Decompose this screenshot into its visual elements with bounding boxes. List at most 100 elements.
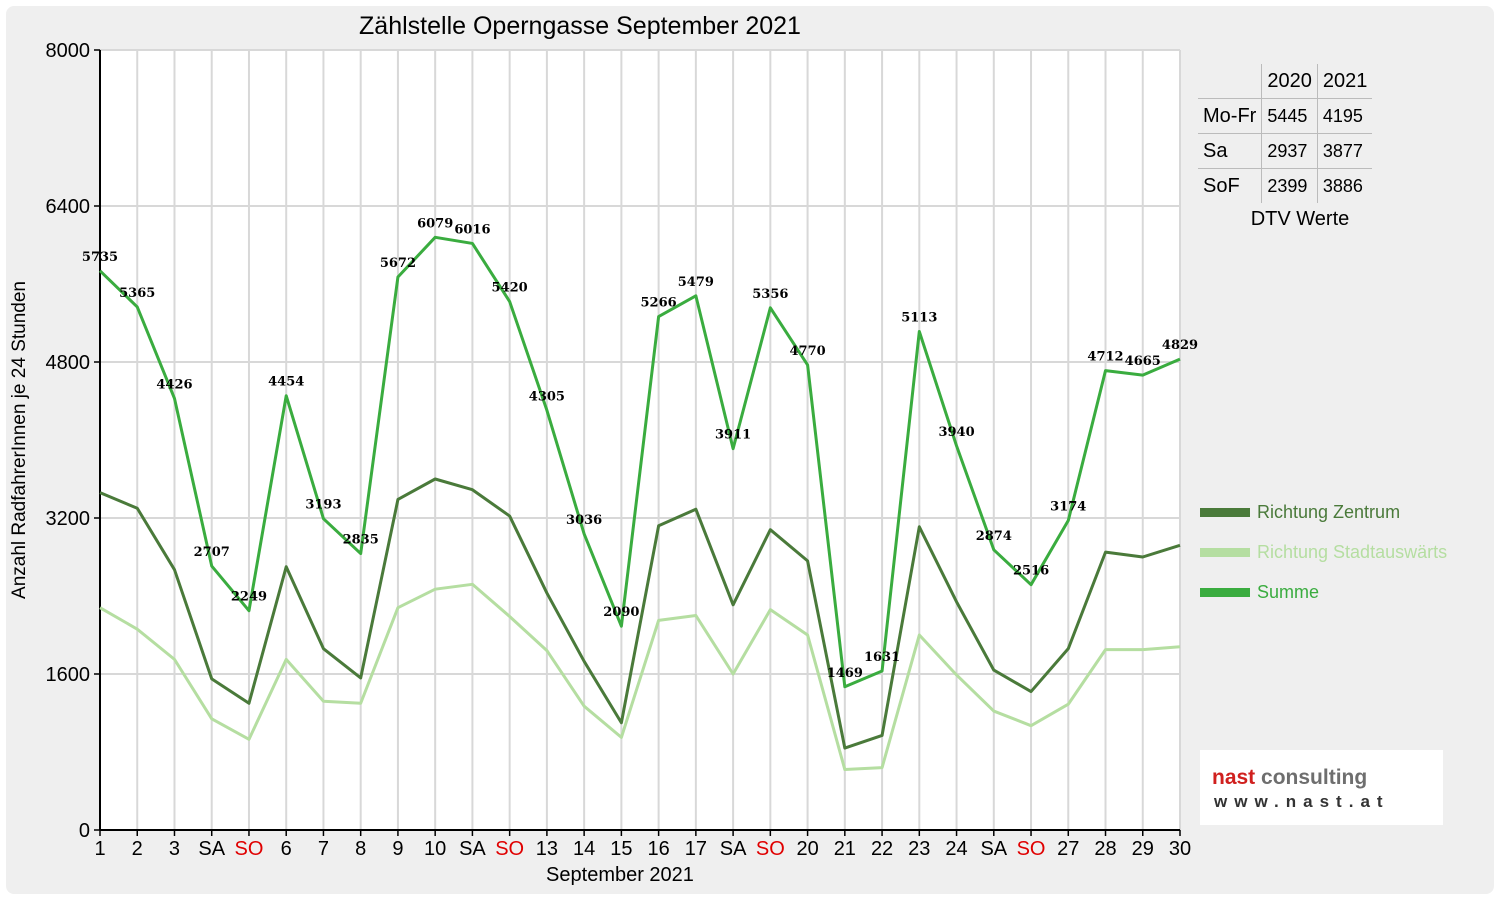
dtv-row-label: Mo-Fr xyxy=(1198,98,1263,134)
dtv-value-2020: 2937 xyxy=(1261,133,1318,169)
data-label: 3174 xyxy=(1050,500,1086,515)
data-label: 5735 xyxy=(82,250,118,265)
data-label: 6079 xyxy=(417,216,453,231)
dtv-table: 2020 2021 Mo-Fr 5445 4195 Sa 2937 3877 S… xyxy=(1198,64,1373,203)
legend-swatch-zentrum xyxy=(1200,507,1250,517)
data-label: 4665 xyxy=(1125,354,1161,369)
x-tick-label: 17 xyxy=(685,838,707,860)
x-tick-label: 9 xyxy=(392,838,403,860)
logo-word-nast: nast xyxy=(1212,766,1256,789)
dtv-header-empty xyxy=(1198,64,1263,99)
legend-label-stadtauswaerts: Richtung Stadtauswärts xyxy=(1257,541,1448,562)
data-label: 5365 xyxy=(119,286,155,301)
nast-consulting-logo: nast consulting www.nast.at xyxy=(1200,750,1443,825)
dtv-row-mofr: Mo-Fr 5445 4195 xyxy=(1198,98,1373,134)
x-tick-label: 24 xyxy=(945,838,967,860)
dtv-header-2020: 2020 xyxy=(1261,64,1318,99)
data-label: 2249 xyxy=(231,590,267,605)
x-tick-label: 7 xyxy=(318,838,329,860)
x-tick-label: 1 xyxy=(94,838,105,860)
data-label: 4305 xyxy=(529,389,565,404)
x-tick-label: 6 xyxy=(281,838,292,860)
x-tick-label: 28 xyxy=(1094,838,1116,860)
legend-label-summe: Summe xyxy=(1257,581,1320,602)
data-label: 4454 xyxy=(268,375,304,390)
data-label: 5420 xyxy=(492,281,528,296)
series-line-1 xyxy=(99,582,1181,772)
x-tick-label: 20 xyxy=(796,838,818,860)
y-tick-label: 6400 xyxy=(46,196,91,218)
dtv-caption: DTV Werte xyxy=(1250,208,1350,230)
y-tick-label: 1600 xyxy=(46,664,91,686)
x-tick-label: 3 xyxy=(169,838,180,860)
dtv-header-row: 2020 2021 xyxy=(1198,64,1372,99)
x-tick-label: SA xyxy=(720,838,747,860)
x-tick-label: 23 xyxy=(908,838,930,860)
data-label: 4426 xyxy=(156,377,192,392)
x-tick-label: SA xyxy=(459,838,486,860)
x-tick-label: 21 xyxy=(834,838,856,860)
legend-swatch-stadtauswaerts xyxy=(1200,547,1250,557)
y-tick-label: 0 xyxy=(79,820,90,842)
dtv-value-2021: 4195 xyxy=(1322,105,1363,126)
x-tick-label: 15 xyxy=(610,838,632,860)
data-label: 4829 xyxy=(1162,338,1198,353)
data-label: 4712 xyxy=(1087,350,1123,365)
x-tick-label: 14 xyxy=(573,838,595,860)
data-label: 3911 xyxy=(715,428,751,443)
data-label: 4770 xyxy=(789,344,825,359)
data-label: 5266 xyxy=(641,296,677,311)
dtv-value-2021: 3877 xyxy=(1322,140,1363,161)
data-label: 1631 xyxy=(864,650,900,665)
data-label: 5113 xyxy=(901,310,937,325)
x-tick-label: 8 xyxy=(355,838,366,860)
x-tick-label: SA xyxy=(980,838,1007,860)
series-line-2 xyxy=(98,235,1181,689)
x-tick-label: SO xyxy=(235,838,264,860)
data-label: 5672 xyxy=(380,256,416,271)
x-tick-label: 29 xyxy=(1132,838,1154,860)
data-label: 2835 xyxy=(343,533,379,548)
legend-swatch-summe xyxy=(1200,587,1250,597)
data-label: 1469 xyxy=(827,666,863,681)
data-label: 3036 xyxy=(566,513,602,528)
y-tick-label: 3200 xyxy=(46,508,91,530)
dtv-row-sa: Sa 2937 3877 xyxy=(1198,133,1373,169)
dtv-row-sof: SoF 2399 3886 xyxy=(1198,168,1373,203)
chart-legend: Richtung Zentrum Richtung Stadtauswärts … xyxy=(1200,492,1447,612)
x-tick-label: 10 xyxy=(424,838,446,860)
legend-item-stadtauswaerts: Richtung Stadtauswärts xyxy=(1200,532,1447,572)
data-label: 5479 xyxy=(678,275,714,290)
dtv-value-2020: 5445 xyxy=(1261,98,1318,134)
dtv-row-label: Sa xyxy=(1198,133,1263,169)
x-tick-label: SA xyxy=(198,838,225,860)
x-tick-label: 2 xyxy=(132,838,143,860)
dtv-value-2021: 3886 xyxy=(1322,175,1363,196)
data-label: 2874 xyxy=(976,529,1012,544)
y-axis-label: Anzahl RadfahrerInnen je 24 Stunden xyxy=(9,281,30,599)
data-label: 6016 xyxy=(454,222,490,237)
legend-label-zentrum: Richtung Zentrum xyxy=(1257,501,1401,522)
data-label: 3193 xyxy=(305,498,341,513)
dtv-row-label: SoF xyxy=(1198,168,1263,203)
data-label: 2516 xyxy=(1013,564,1049,579)
x-tick-label: SO xyxy=(495,838,524,860)
series-line-0 xyxy=(99,477,1181,750)
legend-item-zentrum: Richtung Zentrum xyxy=(1200,492,1447,532)
dtv-value-2020: 2399 xyxy=(1261,168,1318,203)
logo-url: www.nast.at xyxy=(1214,792,1390,811)
data-label: 3940 xyxy=(938,425,974,440)
y-tick-label: 8000 xyxy=(46,40,91,62)
x-axis-label: September 2021 xyxy=(546,864,694,886)
data-label: 5356 xyxy=(752,287,788,302)
logo-word-consulting: consulting xyxy=(1261,766,1368,789)
data-label: 2090 xyxy=(603,605,639,620)
x-tick-label: SO xyxy=(1017,838,1046,860)
x-tick-label: SO xyxy=(756,838,785,860)
logo-wordmark: nast consulting xyxy=(1212,766,1367,790)
legend-item-summe: Summe xyxy=(1200,572,1447,612)
x-tick-label: 13 xyxy=(536,838,558,860)
x-tick-label: 16 xyxy=(647,838,669,860)
x-tick-label: 27 xyxy=(1057,838,1079,860)
